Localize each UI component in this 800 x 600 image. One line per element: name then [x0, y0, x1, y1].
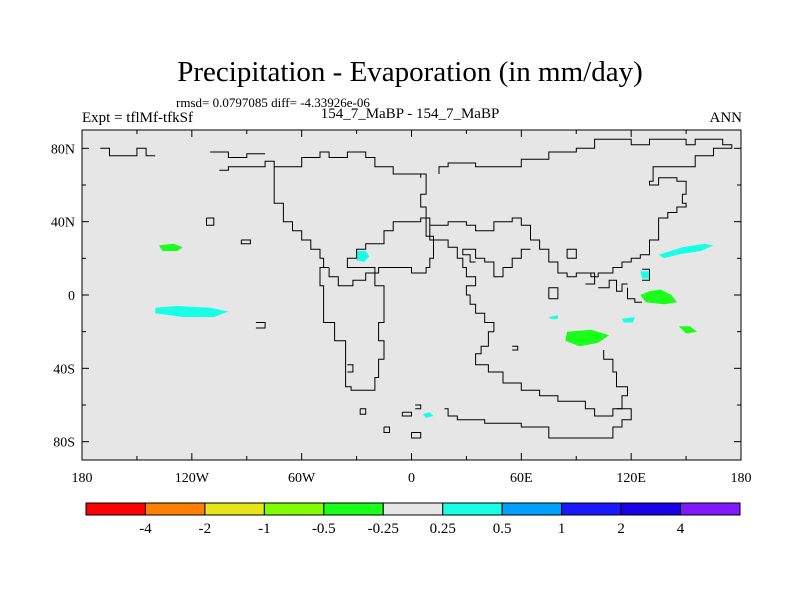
colorbar-label: -2 [199, 521, 212, 537]
coastline [319, 217, 430, 391]
y-tick-label: 40S [53, 362, 75, 377]
colorbar-label: -1 [258, 521, 271, 537]
coastline [429, 225, 495, 332]
colorbar-label: 2 [617, 521, 625, 537]
colorbar-swatch [501, 502, 563, 516]
colorbar-label: 0.25 [430, 521, 456, 537]
x-tick-label: 120E [616, 471, 646, 486]
x-tick-label: 180 [72, 471, 93, 486]
chart-title: Precipitation - Evaporation (in mm/day) [177, 56, 643, 88]
colorbar-label: 1 [558, 521, 566, 537]
colorbar-swatch [263, 502, 325, 516]
coastline [328, 218, 434, 287]
coastline [359, 408, 367, 415]
y-tick-label: 80S [53, 436, 75, 451]
colorbar-swatch [85, 502, 146, 516]
colorbar-swatch [620, 502, 682, 516]
colorbar-label: -0.25 [368, 521, 399, 537]
coastline [642, 268, 650, 281]
x-tick-label: 60W [288, 471, 316, 486]
colorbar-label: 4 [677, 521, 685, 537]
colorbar-swatch [382, 502, 444, 516]
coastline [585, 272, 596, 285]
colorbar-swatch [323, 502, 384, 516]
experiment-label: Expt = tflMf-tfkSf [82, 110, 193, 126]
colorbar-swatch [680, 502, 741, 516]
coastline [512, 345, 519, 351]
season-label: ANN [709, 110, 743, 126]
coastline [347, 364, 354, 373]
y-tick-label: 80N [51, 142, 75, 157]
coastline [411, 432, 422, 439]
anomaly-region [678, 326, 698, 334]
anomaly-region [640, 289, 677, 305]
coastline [462, 248, 531, 278]
anomaly-region [155, 306, 229, 317]
coastline [383, 426, 390, 433]
coastline [401, 411, 412, 417]
coastline [438, 138, 733, 268]
anomaly-region [658, 243, 714, 259]
coastline [420, 173, 617, 278]
anomaly-region [622, 317, 635, 323]
x-tick-label: 60E [510, 471, 533, 486]
coastline [273, 166, 330, 268]
coastline [206, 217, 215, 226]
colorbar-label: -0.5 [312, 521, 336, 537]
coastline [627, 287, 643, 303]
coastline [255, 322, 266, 329]
anomaly-region [158, 243, 183, 251]
colorbar-swatch [442, 502, 503, 516]
colorbar-label: -4 [139, 521, 152, 537]
anomaly-region [548, 315, 558, 319]
colorbar-swatch [561, 502, 622, 516]
x-tick-label: 120W [175, 471, 210, 486]
anomaly-region [422, 412, 434, 418]
coastline [598, 279, 628, 292]
coastline [548, 287, 559, 300]
colorbar-swatch [144, 502, 206, 516]
x-tick-label: 0 [408, 471, 415, 486]
coastline [415, 404, 422, 410]
coastline [475, 331, 628, 417]
coastline [219, 151, 422, 178]
coastline [100, 147, 156, 157]
coastline [444, 408, 632, 439]
coastline [210, 151, 266, 158]
anomaly-region [565, 329, 610, 347]
y-tick-label: 40N [51, 216, 75, 231]
x-tick-label: 180 [731, 471, 752, 486]
coastline [566, 248, 577, 259]
anomaly-region [640, 271, 650, 279]
y-tick-label: 0 [68, 289, 75, 304]
map-background [82, 130, 741, 460]
rmsd-diff-stats: rmsd= 0.0797085 diff= -4.33926e-06 [176, 95, 370, 110]
colorbar-swatch [204, 502, 265, 516]
case-comparison-label: 154_7_MaBP - 154_7_MaBP [320, 106, 500, 122]
coastline [240, 239, 251, 245]
colorbar-label: 0.5 [493, 521, 512, 537]
anomaly-region [356, 251, 370, 262]
